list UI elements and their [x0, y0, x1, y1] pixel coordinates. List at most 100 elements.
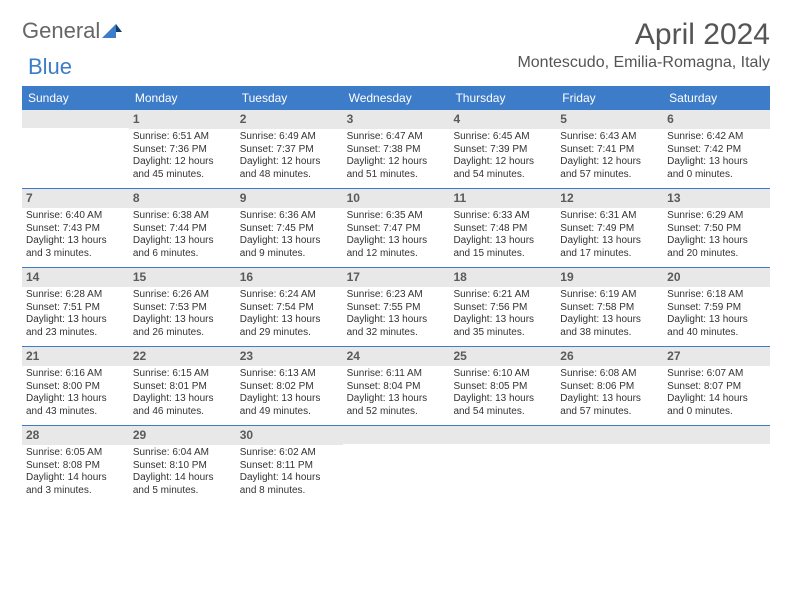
sunset-text: Sunset: 7:47 PM: [347, 223, 446, 236]
calendar-cell: 8Sunrise: 6:38 AMSunset: 7:44 PMDaylight…: [129, 189, 236, 267]
sunrise-text: Sunrise: 6:35 AM: [347, 210, 446, 223]
daylight-text: Daylight: 13 hours and 38 minutes.: [560, 314, 659, 339]
day-number: 6: [663, 110, 770, 129]
sunset-text: Sunset: 8:04 PM: [347, 381, 446, 394]
cell-body: Sunrise: 6:33 AMSunset: 7:48 PMDaylight:…: [449, 208, 556, 264]
sunset-text: Sunset: 7:58 PM: [560, 302, 659, 315]
cell-body: Sunrise: 6:51 AMSunset: 7:36 PMDaylight:…: [129, 129, 236, 185]
sunset-text: Sunset: 8:05 PM: [453, 381, 552, 394]
cell-body: Sunrise: 6:21 AMSunset: 7:56 PMDaylight:…: [449, 287, 556, 343]
sunrise-text: Sunrise: 6:10 AM: [453, 368, 552, 381]
day-number: [449, 426, 556, 444]
day-header-fri: Friday: [556, 86, 663, 110]
cell-body: Sunrise: 6:49 AMSunset: 7:37 PMDaylight:…: [236, 129, 343, 185]
calendar-cell: 27Sunrise: 6:07 AMSunset: 8:07 PMDayligh…: [663, 347, 770, 425]
calendar-cell: 5Sunrise: 6:43 AMSunset: 7:41 PMDaylight…: [556, 110, 663, 188]
calendar-cell: 22Sunrise: 6:15 AMSunset: 8:01 PMDayligh…: [129, 347, 236, 425]
sunrise-text: Sunrise: 6:24 AM: [240, 289, 339, 302]
sunrise-text: Sunrise: 6:05 AM: [26, 447, 125, 460]
cell-body: Sunrise: 6:35 AMSunset: 7:47 PMDaylight:…: [343, 208, 450, 264]
sunset-text: Sunset: 7:42 PM: [667, 144, 766, 157]
sunset-text: Sunset: 7:54 PM: [240, 302, 339, 315]
daylight-text: Daylight: 14 hours and 0 minutes.: [667, 393, 766, 418]
sunset-text: Sunset: 7:51 PM: [26, 302, 125, 315]
sunset-text: Sunset: 7:39 PM: [453, 144, 552, 157]
sunrise-text: Sunrise: 6:15 AM: [133, 368, 232, 381]
calendar-cell: [22, 110, 129, 188]
calendar-week: 14Sunrise: 6:28 AMSunset: 7:51 PMDayligh…: [22, 268, 770, 347]
day-number: 26: [556, 347, 663, 366]
day-header-tue: Tuesday: [236, 86, 343, 110]
day-number: 11: [449, 189, 556, 208]
calendar-week: 1Sunrise: 6:51 AMSunset: 7:36 PMDaylight…: [22, 110, 770, 189]
calendar-cell: 11Sunrise: 6:33 AMSunset: 7:48 PMDayligh…: [449, 189, 556, 267]
calendar-cell: 17Sunrise: 6:23 AMSunset: 7:55 PMDayligh…: [343, 268, 450, 346]
daylight-text: Daylight: 13 hours and 26 minutes.: [133, 314, 232, 339]
calendar-cell: 10Sunrise: 6:35 AMSunset: 7:47 PMDayligh…: [343, 189, 450, 267]
sunset-text: Sunset: 8:00 PM: [26, 381, 125, 394]
cell-body: Sunrise: 6:13 AMSunset: 8:02 PMDaylight:…: [236, 366, 343, 422]
day-number: 22: [129, 347, 236, 366]
sunrise-text: Sunrise: 6:36 AM: [240, 210, 339, 223]
sunset-text: Sunset: 8:10 PM: [133, 460, 232, 473]
cell-body: Sunrise: 6:38 AMSunset: 7:44 PMDaylight:…: [129, 208, 236, 264]
brand-logo: General: [22, 18, 124, 44]
day-number: 24: [343, 347, 450, 366]
daylight-text: Daylight: 12 hours and 45 minutes.: [133, 156, 232, 181]
calendar-cell: [663, 426, 770, 504]
cell-body: Sunrise: 6:26 AMSunset: 7:53 PMDaylight:…: [129, 287, 236, 343]
sunrise-text: Sunrise: 6:51 AM: [133, 131, 232, 144]
daylight-text: Daylight: 13 hours and 35 minutes.: [453, 314, 552, 339]
cell-body: Sunrise: 6:42 AMSunset: 7:42 PMDaylight:…: [663, 129, 770, 185]
sunrise-text: Sunrise: 6:45 AM: [453, 131, 552, 144]
calendar-cell: 19Sunrise: 6:19 AMSunset: 7:58 PMDayligh…: [556, 268, 663, 346]
day-number: [556, 426, 663, 444]
cell-body: Sunrise: 6:19 AMSunset: 7:58 PMDaylight:…: [556, 287, 663, 343]
day-number: 3: [343, 110, 450, 129]
sunrise-text: Sunrise: 6:49 AM: [240, 131, 339, 144]
sunrise-text: Sunrise: 6:07 AM: [667, 368, 766, 381]
calendar-cell: 16Sunrise: 6:24 AMSunset: 7:54 PMDayligh…: [236, 268, 343, 346]
daylight-text: Daylight: 13 hours and 23 minutes.: [26, 314, 125, 339]
brand-part2: Blue: [28, 54, 72, 79]
calendar-cell: 1Sunrise: 6:51 AMSunset: 7:36 PMDaylight…: [129, 110, 236, 188]
cell-body: Sunrise: 6:43 AMSunset: 7:41 PMDaylight:…: [556, 129, 663, 185]
calendar-cell: [556, 426, 663, 504]
calendar-week: 28Sunrise: 6:05 AMSunset: 8:08 PMDayligh…: [22, 426, 770, 504]
brand-part1: General: [22, 18, 100, 44]
daylight-text: Daylight: 12 hours and 51 minutes.: [347, 156, 446, 181]
sunset-text: Sunset: 7:59 PM: [667, 302, 766, 315]
sunset-text: Sunset: 8:07 PM: [667, 381, 766, 394]
sunrise-text: Sunrise: 6:28 AM: [26, 289, 125, 302]
day-number: 20: [663, 268, 770, 287]
calendar-cell: 25Sunrise: 6:10 AMSunset: 8:05 PMDayligh…: [449, 347, 556, 425]
sunset-text: Sunset: 7:38 PM: [347, 144, 446, 157]
day-number: 16: [236, 268, 343, 287]
day-number: 4: [449, 110, 556, 129]
daylight-text: Daylight: 13 hours and 6 minutes.: [133, 235, 232, 260]
calendar-cell: 13Sunrise: 6:29 AMSunset: 7:50 PMDayligh…: [663, 189, 770, 267]
sunrise-text: Sunrise: 6:29 AM: [667, 210, 766, 223]
day-header-wed: Wednesday: [343, 86, 450, 110]
daylight-text: Daylight: 14 hours and 5 minutes.: [133, 472, 232, 497]
sunset-text: Sunset: 7:49 PM: [560, 223, 659, 236]
daylight-text: Daylight: 14 hours and 3 minutes.: [26, 472, 125, 497]
cell-body: Sunrise: 6:23 AMSunset: 7:55 PMDaylight:…: [343, 287, 450, 343]
calendar-cell: 28Sunrise: 6:05 AMSunset: 8:08 PMDayligh…: [22, 426, 129, 504]
cell-body: Sunrise: 6:36 AMSunset: 7:45 PMDaylight:…: [236, 208, 343, 264]
day-number: 19: [556, 268, 663, 287]
sunset-text: Sunset: 7:37 PM: [240, 144, 339, 157]
sunrise-text: Sunrise: 6:38 AM: [133, 210, 232, 223]
cell-body: Sunrise: 6:11 AMSunset: 8:04 PMDaylight:…: [343, 366, 450, 422]
day-number: 7: [22, 189, 129, 208]
sunrise-text: Sunrise: 6:16 AM: [26, 368, 125, 381]
calendar-cell: 26Sunrise: 6:08 AMSunset: 8:06 PMDayligh…: [556, 347, 663, 425]
cell-body: Sunrise: 6:31 AMSunset: 7:49 PMDaylight:…: [556, 208, 663, 264]
calendar-cell: [449, 426, 556, 504]
brand-triangle-icon: [102, 18, 122, 44]
daylight-text: Daylight: 12 hours and 48 minutes.: [240, 156, 339, 181]
sunrise-text: Sunrise: 6:43 AM: [560, 131, 659, 144]
day-number: 1: [129, 110, 236, 129]
day-number: 28: [22, 426, 129, 445]
day-number: 9: [236, 189, 343, 208]
